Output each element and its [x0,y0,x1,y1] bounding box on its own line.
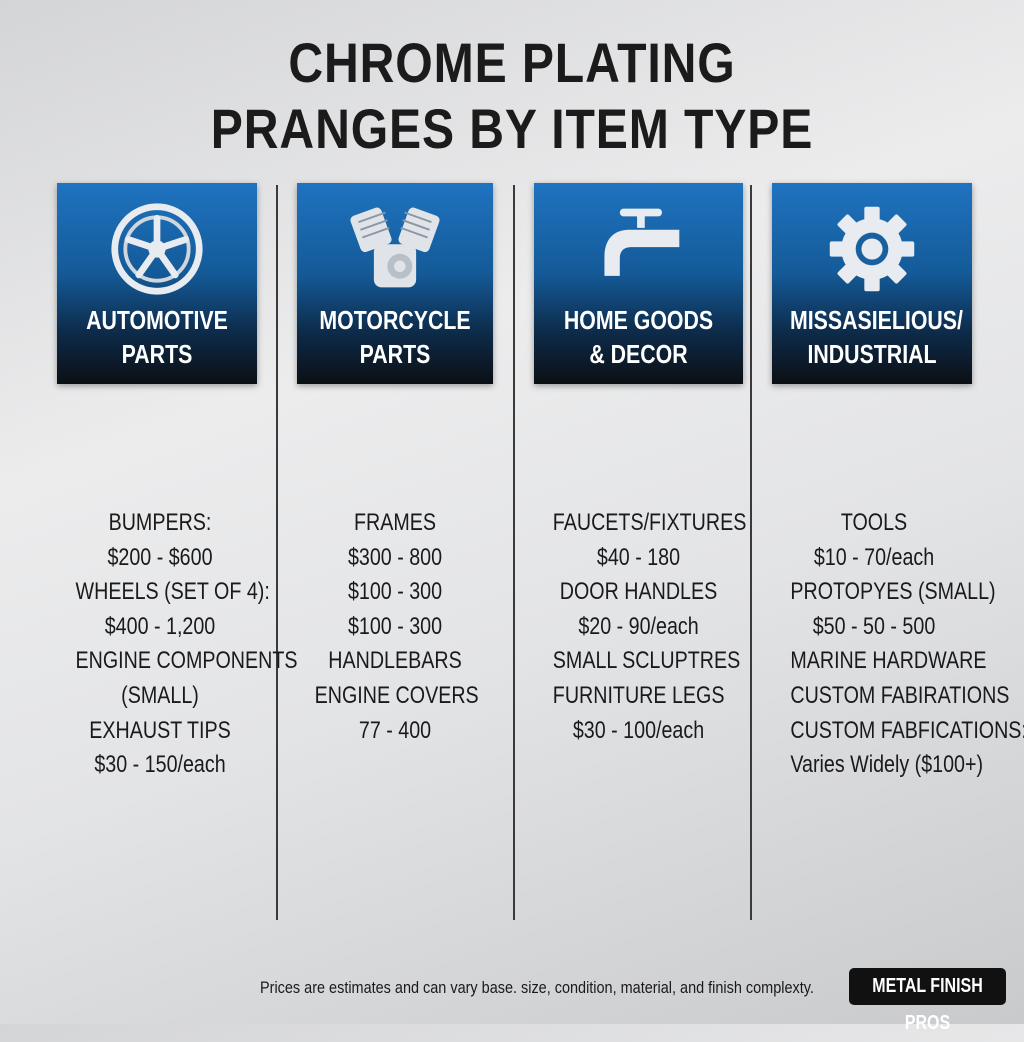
price-line: $30 - 100/each [572,716,705,744]
price-line: SMALL SCLUPTRES [552,647,741,675]
price-line: $300 - 800 [347,543,443,571]
price-line: WHEELS (SET OF 4): [75,578,270,606]
brand-logo: METAL FINISH PROS [849,968,1006,1034]
price-line: FAUCETS/FIXTURES [552,509,747,536]
price-line: CUSTOM FABFICATIONS: [790,716,1024,744]
price-list-motorcycle: FRAMES $300 - 800 $100 - 300 $100 - 300 … [297,506,493,748]
category-card-home-goods: HOME GOODS & DECOR [534,183,743,384]
price-line: $100 - 300 [347,612,443,640]
price-line: EXHAUST TIPS [89,716,231,744]
card-label: AUTOMOTIVE PARTS [86,305,228,369]
title-line-1: CHROME PLATING [288,31,736,94]
category-card-industrial: MISSASIELIOUS/INDUSTRIAL [772,183,972,384]
price-line: 77 - 400 [358,716,432,744]
divider [276,185,278,920]
price-line: $30 - 150/each [94,751,226,779]
title-line-2: PRANGES BY ITEM TYPE [210,97,814,160]
wheel-icon [111,203,203,295]
price-line: MARINE HARDWARE [790,647,987,675]
price-line: HANDLEBARS [328,647,462,675]
price-list-automotive: BUMPERS: $200 - $600 WHEELS (SET OF 4): … [57,506,298,783]
price-line: TOOLS [840,509,908,536]
price-line: $100 - 300 [347,578,443,606]
divider [750,185,752,920]
price-line: DOOR HANDLES [559,578,718,606]
price-line: (SMALL) [121,681,199,709]
price-line: $400 - 1,200 [104,612,216,640]
price-line: Varies Widely ($100+) [790,751,984,779]
price-line: CUSTOM FABIRATIONS [790,681,1010,709]
price-line: $40 - 180 [596,543,681,571]
card-label: HOME GOODS & DECOR [563,305,714,369]
card-label: MOTORCYCLE PARTS [319,305,471,369]
price-list-industrial: TOOLS $10 - 70/each PROTOPYES (SMALL) $5… [772,506,1024,783]
card-label: MISSASIELIOUS/INDUSTRIAL [790,305,963,369]
price-line: $50 - 50 - 500 [812,612,936,640]
price-line: ENGINE COVERS [314,681,479,709]
price-line: $200 - $600 [107,543,213,571]
footnote: Prices are estimates and can vary base. … [260,978,814,997]
price-line: $20 - 90/each [578,612,699,640]
category-card-automotive: AUTOMOTIVE PARTS [57,183,257,384]
divider [513,185,515,920]
price-line: PROTOPYES (SMALL) [790,578,996,606]
engine-icon [350,207,440,288]
price-line: ENGINE COMPONENTS [75,647,298,675]
price-line: $10 - 70/each [813,543,935,571]
price-line: BUMPERS: [108,509,212,536]
faucet-icon [603,208,679,276]
price-line: FRAMES [353,509,436,536]
price-line: FURNITURE LEGS [552,681,725,709]
category-card-motorcycle: MOTORCYCLE PARTS [297,183,493,384]
gear-icon [829,206,915,292]
price-list-home-goods: FAUCETS/FIXTURES $40 - 180 DOOR HANDLES … [534,506,747,748]
